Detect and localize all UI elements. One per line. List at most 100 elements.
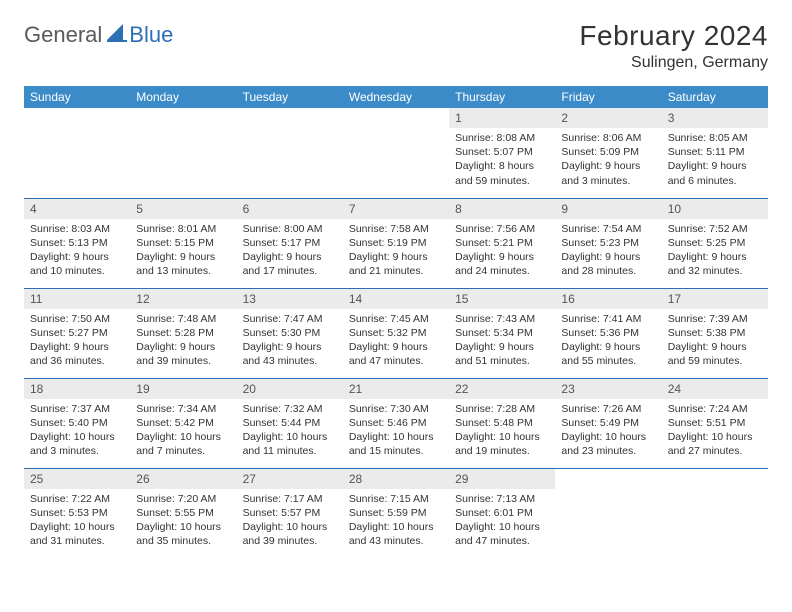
sunrise-text: Sunrise: 7:52 AM xyxy=(668,222,762,236)
day-cell: 29Sunrise: 7:13 AMSunset: 6:01 PMDayligh… xyxy=(449,468,555,558)
daylight-text: Daylight: 9 hours and 43 minutes. xyxy=(243,340,337,368)
daylight-text: Daylight: 10 hours and 47 minutes. xyxy=(455,520,549,548)
sunset-text: Sunset: 5:15 PM xyxy=(136,236,230,250)
sunset-text: Sunset: 5:19 PM xyxy=(349,236,443,250)
day-details: Sunrise: 8:06 AMSunset: 5:09 PMDaylight:… xyxy=(555,128,661,194)
day-number: 18 xyxy=(24,379,130,399)
logo-text-general: General xyxy=(24,22,102,48)
day-cell xyxy=(343,108,449,198)
day-cell: 20Sunrise: 7:32 AMSunset: 5:44 PMDayligh… xyxy=(237,378,343,468)
sunset-text: Sunset: 5:53 PM xyxy=(30,506,124,520)
day-number: 3 xyxy=(662,108,768,128)
sunset-text: Sunset: 5:27 PM xyxy=(30,326,124,340)
day-number: 19 xyxy=(130,379,236,399)
day-cell: 26Sunrise: 7:20 AMSunset: 5:55 PMDayligh… xyxy=(130,468,236,558)
daylight-text: Daylight: 9 hours and 59 minutes. xyxy=(668,340,762,368)
daylight-text: Daylight: 9 hours and 47 minutes. xyxy=(349,340,443,368)
sunrise-text: Sunrise: 7:37 AM xyxy=(30,402,124,416)
day-cell: 15Sunrise: 7:43 AMSunset: 5:34 PMDayligh… xyxy=(449,288,555,378)
sunrise-text: Sunrise: 7:26 AM xyxy=(561,402,655,416)
weekday-header: Wednesday xyxy=(343,86,449,108)
day-details: Sunrise: 7:39 AMSunset: 5:38 PMDaylight:… xyxy=(662,309,768,375)
calendar-week-row: 18Sunrise: 7:37 AMSunset: 5:40 PMDayligh… xyxy=(24,378,768,468)
weekday-header: Tuesday xyxy=(237,86,343,108)
day-details: Sunrise: 7:26 AMSunset: 5:49 PMDaylight:… xyxy=(555,399,661,465)
day-number: 21 xyxy=(343,379,449,399)
day-details: Sunrise: 7:41 AMSunset: 5:36 PMDaylight:… xyxy=(555,309,661,375)
day-details: Sunrise: 8:03 AMSunset: 5:13 PMDaylight:… xyxy=(24,219,130,285)
day-cell: 27Sunrise: 7:17 AMSunset: 5:57 PMDayligh… xyxy=(237,468,343,558)
day-details: Sunrise: 7:47 AMSunset: 5:30 PMDaylight:… xyxy=(237,309,343,375)
day-cell: 7Sunrise: 7:58 AMSunset: 5:19 PMDaylight… xyxy=(343,198,449,288)
calendar-week-row: 25Sunrise: 7:22 AMSunset: 5:53 PMDayligh… xyxy=(24,468,768,558)
sunrise-text: Sunrise: 7:34 AM xyxy=(136,402,230,416)
daylight-text: Daylight: 10 hours and 31 minutes. xyxy=(30,520,124,548)
day-cell: 9Sunrise: 7:54 AMSunset: 5:23 PMDaylight… xyxy=(555,198,661,288)
day-cell: 28Sunrise: 7:15 AMSunset: 5:59 PMDayligh… xyxy=(343,468,449,558)
weekday-header: Saturday xyxy=(662,86,768,108)
weekday-header: Thursday xyxy=(449,86,555,108)
day-cell: 6Sunrise: 8:00 AMSunset: 5:17 PMDaylight… xyxy=(237,198,343,288)
day-details: Sunrise: 7:24 AMSunset: 5:51 PMDaylight:… xyxy=(662,399,768,465)
daylight-text: Daylight: 10 hours and 23 minutes. xyxy=(561,430,655,458)
calendar-table: Sunday Monday Tuesday Wednesday Thursday… xyxy=(24,86,768,558)
sunset-text: Sunset: 5:07 PM xyxy=(455,145,549,159)
day-cell: 18Sunrise: 7:37 AMSunset: 5:40 PMDayligh… xyxy=(24,378,130,468)
daylight-text: Daylight: 10 hours and 39 minutes. xyxy=(243,520,337,548)
day-details: Sunrise: 7:58 AMSunset: 5:19 PMDaylight:… xyxy=(343,219,449,285)
sunrise-text: Sunrise: 7:43 AM xyxy=(455,312,549,326)
empty-day xyxy=(24,108,130,127)
sunrise-text: Sunrise: 8:06 AM xyxy=(561,131,655,145)
day-cell: 2Sunrise: 8:06 AMSunset: 5:09 PMDaylight… xyxy=(555,108,661,198)
daylight-text: Daylight: 10 hours and 19 minutes. xyxy=(455,430,549,458)
day-cell: 12Sunrise: 7:48 AMSunset: 5:28 PMDayligh… xyxy=(130,288,236,378)
day-cell: 24Sunrise: 7:24 AMSunset: 5:51 PMDayligh… xyxy=(662,378,768,468)
header: General Blue February 2024 Sulingen, Ger… xyxy=(24,20,768,72)
daylight-text: Daylight: 9 hours and 32 minutes. xyxy=(668,250,762,278)
day-number: 10 xyxy=(662,199,768,219)
day-cell xyxy=(555,468,661,558)
calendar-week-row: 1Sunrise: 8:08 AMSunset: 5:07 PMDaylight… xyxy=(24,108,768,198)
day-details: Sunrise: 7:48 AMSunset: 5:28 PMDaylight:… xyxy=(130,309,236,375)
day-number: 8 xyxy=(449,199,555,219)
day-number: 25 xyxy=(24,469,130,489)
month-title: February 2024 xyxy=(579,20,768,52)
empty-day xyxy=(662,469,768,488)
day-details: Sunrise: 7:54 AMSunset: 5:23 PMDaylight:… xyxy=(555,219,661,285)
day-details: Sunrise: 7:32 AMSunset: 5:44 PMDaylight:… xyxy=(237,399,343,465)
weekday-header: Monday xyxy=(130,86,236,108)
sunrise-text: Sunrise: 7:15 AM xyxy=(349,492,443,506)
calendar-page: General Blue February 2024 Sulingen, Ger… xyxy=(0,0,792,578)
sunset-text: Sunset: 5:42 PM xyxy=(136,416,230,430)
sunrise-text: Sunrise: 8:00 AM xyxy=(243,222,337,236)
day-details: Sunrise: 8:05 AMSunset: 5:11 PMDaylight:… xyxy=(662,128,768,194)
weekday-header: Sunday xyxy=(24,86,130,108)
day-cell: 13Sunrise: 7:47 AMSunset: 5:30 PMDayligh… xyxy=(237,288,343,378)
sunset-text: Sunset: 6:01 PM xyxy=(455,506,549,520)
sunrise-text: Sunrise: 7:30 AM xyxy=(349,402,443,416)
day-number: 2 xyxy=(555,108,661,128)
day-details: Sunrise: 8:08 AMSunset: 5:07 PMDaylight:… xyxy=(449,128,555,194)
day-details: Sunrise: 7:28 AMSunset: 5:48 PMDaylight:… xyxy=(449,399,555,465)
sunrise-text: Sunrise: 7:17 AM xyxy=(243,492,337,506)
day-number: 26 xyxy=(130,469,236,489)
daylight-text: Daylight: 10 hours and 3 minutes. xyxy=(30,430,124,458)
sunset-text: Sunset: 5:55 PM xyxy=(136,506,230,520)
day-number: 23 xyxy=(555,379,661,399)
daylight-text: Daylight: 8 hours and 59 minutes. xyxy=(455,159,549,187)
daylight-text: Daylight: 9 hours and 6 minutes. xyxy=(668,159,762,187)
day-number: 15 xyxy=(449,289,555,309)
day-cell: 10Sunrise: 7:52 AMSunset: 5:25 PMDayligh… xyxy=(662,198,768,288)
day-details: Sunrise: 7:17 AMSunset: 5:57 PMDaylight:… xyxy=(237,489,343,555)
daylight-text: Daylight: 10 hours and 15 minutes. xyxy=(349,430,443,458)
day-number: 12 xyxy=(130,289,236,309)
day-cell: 11Sunrise: 7:50 AMSunset: 5:27 PMDayligh… xyxy=(24,288,130,378)
day-details: Sunrise: 7:13 AMSunset: 6:01 PMDaylight:… xyxy=(449,489,555,555)
day-details: Sunrise: 7:20 AMSunset: 5:55 PMDaylight:… xyxy=(130,489,236,555)
day-cell: 1Sunrise: 8:08 AMSunset: 5:07 PMDaylight… xyxy=(449,108,555,198)
empty-day xyxy=(237,108,343,127)
sunset-text: Sunset: 5:57 PM xyxy=(243,506,337,520)
sunrise-text: Sunrise: 7:24 AM xyxy=(668,402,762,416)
day-cell: 25Sunrise: 7:22 AMSunset: 5:53 PMDayligh… xyxy=(24,468,130,558)
day-number: 16 xyxy=(555,289,661,309)
